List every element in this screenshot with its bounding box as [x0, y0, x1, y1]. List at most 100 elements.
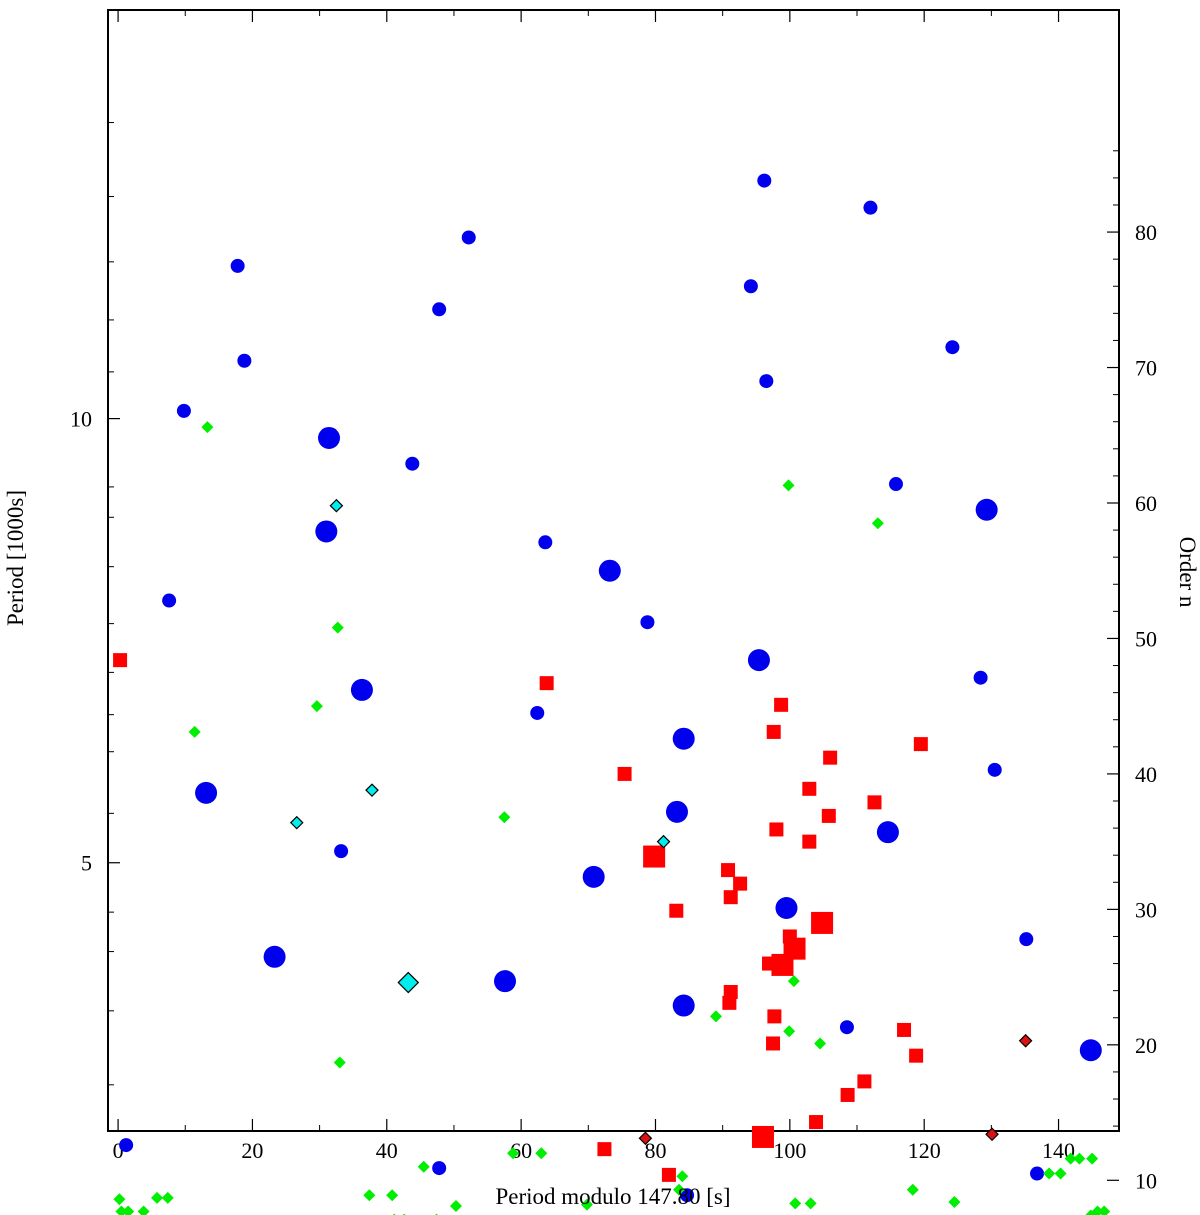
- red-square-point: [821, 808, 836, 823]
- blue-circle-point: [672, 994, 695, 1017]
- red-square-point: [857, 1074, 872, 1089]
- axis-ticks: [108, 10, 1119, 1181]
- darkred-diamond-point: [1018, 1033, 1033, 1048]
- blue-circle-point: [582, 865, 605, 888]
- x-tick-label: 40: [376, 1138, 398, 1163]
- green-diamond-point: [804, 1197, 817, 1210]
- blue-circle-point: [1019, 932, 1034, 947]
- blue-circle-point: [598, 559, 621, 582]
- green-diamond-point: [1085, 1209, 1097, 1215]
- blue-circle-point: [747, 649, 770, 672]
- green-diamond-point: [789, 1197, 802, 1210]
- green-diamond-point: [1054, 1167, 1067, 1180]
- green-diamond-point: [580, 1198, 593, 1211]
- blue-circle-point: [315, 520, 338, 543]
- red-square-point: [913, 737, 928, 752]
- green-diamond-point: [417, 1160, 430, 1173]
- red-square-point: [722, 995, 737, 1010]
- blue-circle-point: [318, 426, 341, 449]
- blue-circle-point: [1030, 1166, 1045, 1181]
- blue-circle-point: [461, 230, 476, 245]
- green-diamond-point: [201, 421, 214, 434]
- green-diamond-point: [672, 1183, 685, 1196]
- blue-circle-point: [987, 762, 1002, 777]
- green-diamond-point: [1064, 1152, 1077, 1165]
- red-square-point: [597, 1142, 612, 1157]
- red-square-point: [823, 750, 838, 765]
- blue-circle-point: [263, 945, 286, 968]
- blue-circle-point: [162, 593, 177, 608]
- y-axis-label: Period [1000s]: [3, 490, 28, 626]
- green-diamond-point: [161, 1191, 174, 1204]
- red-square-point: [723, 985, 738, 1000]
- red-square-point: [767, 1009, 782, 1024]
- red-square-point: [643, 845, 666, 868]
- red-square-point: [811, 911, 834, 934]
- green-diamond-point: [122, 1205, 135, 1215]
- blue-circle-point: [494, 970, 517, 993]
- green-diamond-point: [676, 1170, 689, 1183]
- green-diamond-point: [783, 1025, 796, 1038]
- green-diamond-point: [535, 1147, 548, 1160]
- red-square-point: [733, 876, 748, 891]
- y-tick-label: 5: [81, 851, 92, 876]
- blue-circle-point: [432, 1161, 447, 1176]
- red-square-point: [723, 890, 738, 905]
- green-diamond-point: [709, 1010, 722, 1023]
- x-tick-label: 0: [113, 1138, 124, 1163]
- red-square-point: [867, 795, 882, 810]
- x-tick-label: 20: [241, 1138, 263, 1163]
- red-square-point: [802, 781, 817, 796]
- blue-circle-point: [743, 279, 758, 294]
- blue-circle-point: [195, 781, 218, 804]
- green-diamond-point: [113, 1193, 126, 1206]
- green-diamond-point: [310, 700, 323, 713]
- blue-circle-point: [945, 340, 960, 355]
- blue-circle-point: [876, 821, 899, 844]
- cyan-diamond-point: [329, 498, 344, 513]
- green-diamond-point: [363, 1189, 376, 1202]
- red-square-point: [809, 1115, 824, 1130]
- green-diamond-point: [333, 1056, 346, 1069]
- blue-circle-point: [1079, 1039, 1102, 1062]
- green-diamond-point: [498, 811, 511, 824]
- green-diamond-point: [782, 479, 795, 492]
- green-diamond-point: [906, 1183, 919, 1196]
- blue-circle-point: [237, 353, 252, 368]
- darkred-diamond-point: [985, 1127, 999, 1142]
- green-diamond-point: [814, 1037, 827, 1050]
- green-diamond-point: [507, 1147, 520, 1160]
- plot-frame: [107, 9, 1120, 1132]
- blue-circle-point: [119, 1138, 134, 1153]
- green-diamond-point: [331, 621, 344, 634]
- blue-circle-point: [672, 727, 695, 750]
- cyan-diamond-point: [365, 783, 379, 798]
- y2-tick-label: 60: [1135, 491, 1157, 516]
- blue-circle-point: [759, 374, 774, 389]
- y2-tick-label: 20: [1135, 1033, 1157, 1058]
- y-tick-label: 10: [70, 407, 92, 432]
- cyan-diamond-point: [397, 971, 420, 994]
- green-diamond-point: [449, 1200, 462, 1213]
- y2-tick-label: 80: [1135, 220, 1157, 245]
- blue-circle-point: [530, 705, 545, 720]
- red-square-point: [661, 1167, 676, 1182]
- green-diamond-point: [151, 1191, 164, 1204]
- red-square-point: [539, 676, 554, 691]
- red-square-point: [771, 953, 794, 976]
- x-tick-label: 100: [773, 1138, 806, 1163]
- x-tick-label: 120: [908, 1138, 941, 1163]
- y2-tick-label: 50: [1135, 626, 1157, 651]
- blue-circle-point: [334, 844, 349, 859]
- y2-axis-label: Order n: [1175, 537, 1200, 608]
- green-diamond-point: [1073, 1152, 1086, 1165]
- blue-circle-point: [665, 800, 688, 823]
- blue-circle-point: [538, 535, 553, 550]
- red-square-point: [802, 834, 817, 849]
- x-axis-label: Period modulo 147.80 [s]: [495, 1184, 730, 1209]
- green-diamond-point: [948, 1195, 961, 1208]
- y2-tick-label: 70: [1135, 356, 1157, 381]
- green-diamond-point: [1043, 1167, 1056, 1180]
- blue-circle-point: [176, 403, 191, 418]
